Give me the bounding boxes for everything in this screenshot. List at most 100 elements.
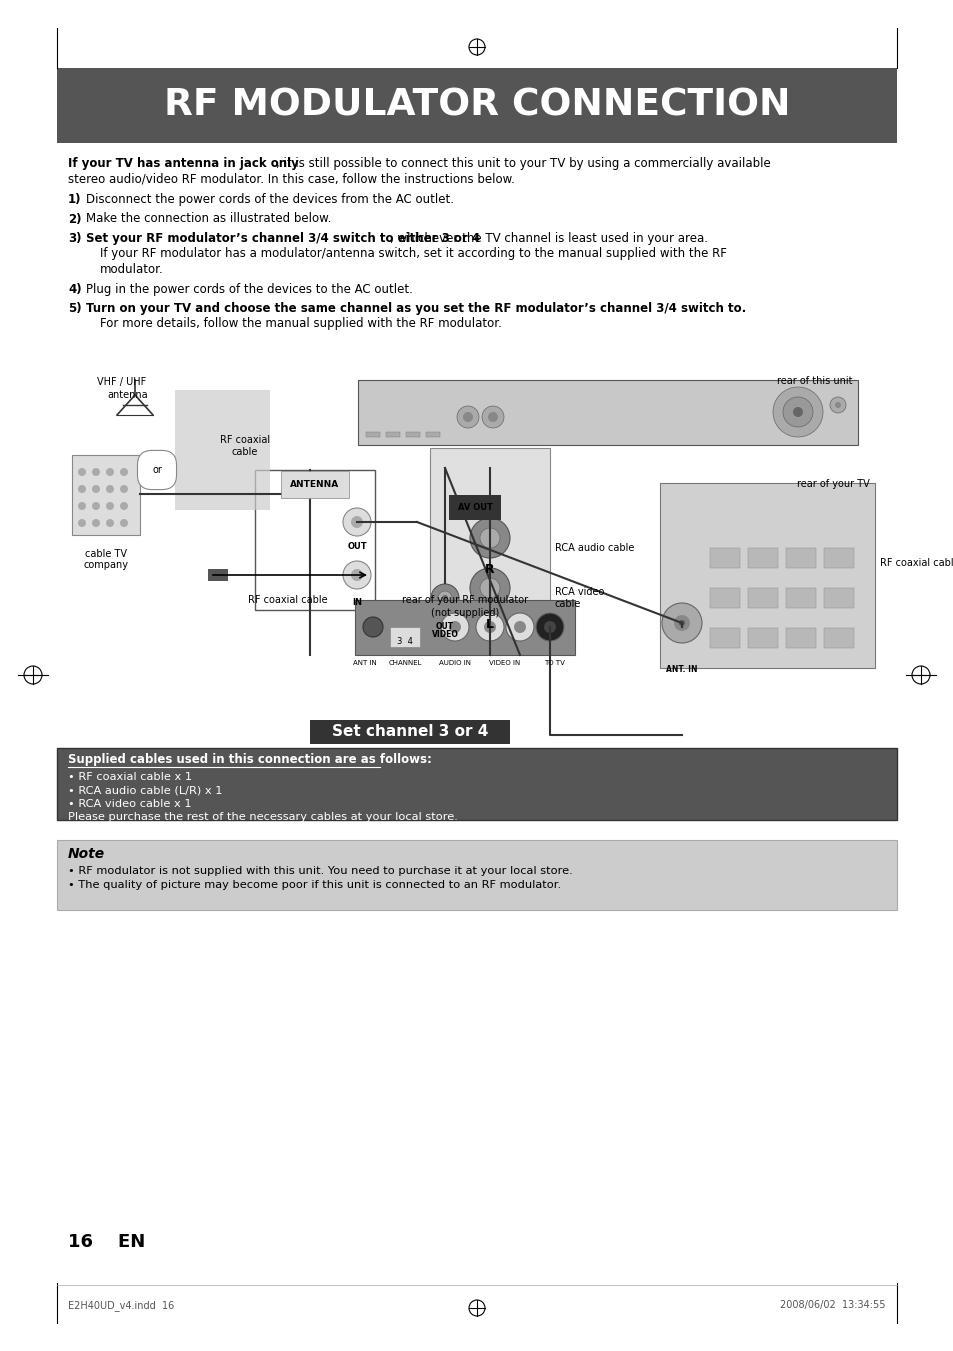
Bar: [709, 588, 740, 608]
Text: AUDIO IN: AUDIO IN: [438, 661, 471, 666]
Text: 5): 5): [68, 303, 82, 315]
Text: Note: Note: [68, 847, 105, 861]
Text: 1): 1): [68, 193, 81, 205]
Text: • RF coaxial cable x 1: • RF coaxial cable x 1: [68, 771, 192, 782]
Bar: [785, 628, 815, 648]
Text: RCA video
cable: RCA video cable: [555, 588, 604, 609]
Text: Set your RF modulator’s channel 3/4 switch to either 3 or 4: Set your RF modulator’s channel 3/4 swit…: [86, 232, 479, 245]
Text: VIDEO IN: VIDEO IN: [489, 661, 520, 666]
Circle shape: [679, 620, 684, 626]
Circle shape: [78, 485, 86, 493]
Circle shape: [343, 561, 371, 589]
Bar: [357, 380, 857, 444]
Text: If your TV has antenna in jack only: If your TV has antenna in jack only: [68, 157, 298, 170]
Text: modulator.: modulator.: [100, 263, 164, 276]
Circle shape: [78, 503, 86, 509]
Circle shape: [120, 503, 128, 509]
Circle shape: [536, 613, 563, 640]
Text: rear of this unit: rear of this unit: [777, 376, 852, 386]
Text: RF coaxial cable: RF coaxial cable: [879, 558, 953, 567]
Circle shape: [78, 519, 86, 527]
Circle shape: [431, 584, 458, 612]
Bar: [747, 628, 778, 648]
Circle shape: [91, 485, 100, 493]
Text: TO TV: TO TV: [544, 661, 565, 666]
Text: Make the connection as illustrated below.: Make the connection as illustrated below…: [86, 212, 331, 226]
Text: • RF modulator is not supplied with this unit. You need to purchase it at your l: • RF modulator is not supplied with this…: [68, 866, 572, 875]
Circle shape: [441, 594, 448, 601]
Text: 3  4: 3 4: [396, 638, 413, 646]
Text: If your RF modulator has a modulator/antenna switch, set it according to the man: If your RF modulator has a modulator/ant…: [100, 247, 726, 261]
Text: ANT IN: ANT IN: [353, 661, 376, 666]
Text: • RCA audio cable (L/R) x 1: • RCA audio cable (L/R) x 1: [68, 785, 222, 796]
Circle shape: [120, 467, 128, 476]
Circle shape: [351, 516, 363, 528]
Bar: [785, 549, 815, 567]
Text: rear of your TV: rear of your TV: [797, 480, 869, 489]
Text: Plug in the power cords of the devices to the AC outlet.: Plug in the power cords of the devices t…: [86, 282, 413, 296]
Circle shape: [91, 467, 100, 476]
Circle shape: [343, 508, 371, 536]
Circle shape: [772, 386, 822, 436]
Text: IN: IN: [352, 598, 361, 607]
Circle shape: [661, 603, 701, 643]
Circle shape: [488, 412, 497, 422]
Circle shape: [106, 467, 113, 476]
Bar: [57, 840, 896, 911]
Circle shape: [462, 412, 473, 422]
Bar: [390, 627, 419, 647]
Bar: [823, 588, 853, 608]
Text: company: company: [84, 561, 129, 570]
Text: RCA audio cable: RCA audio cable: [555, 543, 634, 553]
Bar: [57, 376, 896, 740]
Bar: [355, 600, 575, 655]
Bar: [426, 432, 439, 436]
Circle shape: [829, 397, 845, 413]
Text: CHANNEL: CHANNEL: [388, 661, 421, 666]
Circle shape: [120, 485, 128, 493]
Text: L: L: [485, 617, 494, 631]
Text: cable TV: cable TV: [85, 549, 127, 559]
Text: • The quality of picture may become poor if this unit is connected to an RF modu: • The quality of picture may become poor…: [68, 880, 560, 890]
Bar: [57, 68, 896, 143]
Circle shape: [440, 613, 469, 640]
Text: or: or: [152, 465, 162, 476]
Text: 2008/06/02  13:34:55: 2008/06/02 13:34:55: [780, 1300, 885, 1310]
Text: antenna: antenna: [107, 390, 148, 400]
Bar: [823, 549, 853, 567]
Text: Supplied cables used in this connection are as follows:: Supplied cables used in this connection …: [68, 753, 432, 766]
Circle shape: [106, 485, 113, 493]
Text: 4): 4): [68, 282, 82, 296]
Circle shape: [91, 503, 100, 509]
Bar: [174, 390, 270, 509]
Circle shape: [673, 615, 689, 631]
Circle shape: [483, 621, 496, 634]
Circle shape: [106, 503, 113, 509]
Text: RF coaxial cable: RF coaxial cable: [248, 594, 328, 605]
Text: 2): 2): [68, 212, 81, 226]
Circle shape: [470, 517, 510, 558]
Circle shape: [834, 403, 841, 408]
Text: For more details, follow the manual supplied with the RF modulator.: For more details, follow the manual supp…: [100, 317, 501, 331]
Text: VHF / UHF: VHF / UHF: [97, 377, 146, 386]
Text: Please purchase the rest of the necessary cables at your local store.: Please purchase the rest of the necessar…: [68, 812, 457, 823]
Text: stereo audio/video RF modulator. In this case, follow the instructions below.: stereo audio/video RF modulator. In this…: [68, 173, 515, 185]
Bar: [747, 588, 778, 608]
Text: • RCA video cable x 1: • RCA video cable x 1: [68, 798, 192, 809]
Circle shape: [437, 590, 452, 605]
Text: Disconnect the power cords of the devices from the AC outlet.: Disconnect the power cords of the device…: [86, 193, 454, 205]
Text: RF MODULATOR CONNECTION: RF MODULATOR CONNECTION: [164, 88, 789, 123]
Circle shape: [514, 621, 525, 634]
Bar: [709, 628, 740, 648]
Circle shape: [479, 528, 499, 549]
Bar: [430, 449, 550, 634]
Bar: [659, 484, 874, 667]
Text: AV OUT: AV OUT: [457, 503, 492, 512]
Text: 16    EN: 16 EN: [68, 1233, 145, 1251]
Text: , whichever the TV channel is least used in your area.: , whichever the TV channel is least used…: [390, 232, 707, 245]
Circle shape: [543, 621, 556, 634]
Bar: [254, 470, 375, 611]
Bar: [57, 748, 896, 820]
Text: Turn on your TV and choose the same channel as you set the RF modulator’s channe: Turn on your TV and choose the same chan…: [86, 303, 745, 315]
Circle shape: [363, 617, 382, 638]
